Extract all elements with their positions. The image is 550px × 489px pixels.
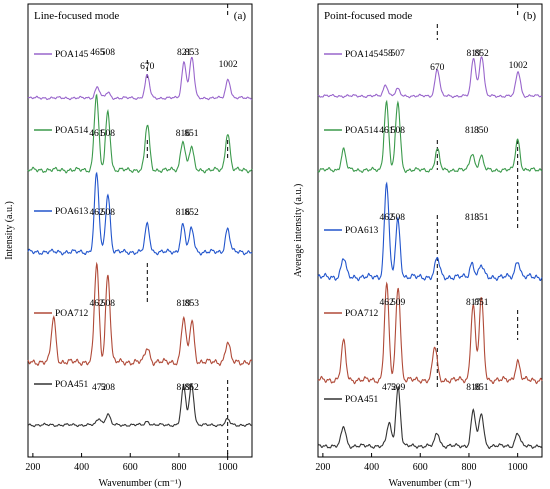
peak-label: 472 <box>92 383 107 393</box>
peak-label: 508 <box>101 129 116 139</box>
peak-label: 508 <box>101 383 116 393</box>
peak-label: 462 <box>90 208 105 218</box>
series-name: POA145 <box>345 50 379 60</box>
peak-label: 816 <box>176 208 191 218</box>
series-name: POA514 <box>345 126 379 136</box>
panel-a: 200 400 600 800 1000 Wavenumber (cm⁻¹) Intensi… <box>4 3 253 489</box>
peak-label: 850 <box>474 126 489 136</box>
x-tick-label: 600 <box>123 462 138 473</box>
plot-frame <box>27 3 253 458</box>
peak-label: 851 <box>184 129 199 139</box>
x-tick-label: 1000 <box>508 462 528 473</box>
peak-label: 472 <box>382 383 397 393</box>
x-tick-label: 200 <box>25 462 40 473</box>
peak-label: 462 <box>90 299 105 309</box>
peak-label: 670 <box>430 63 445 73</box>
series-line <box>317 181 543 282</box>
peak-label: 816 <box>176 129 191 139</box>
peak-label: 821 <box>177 48 192 58</box>
peak-label: 853 <box>185 48 200 58</box>
peak-label: 462 <box>380 298 395 308</box>
series-name: POA145 <box>55 50 89 60</box>
series-line <box>317 281 543 385</box>
peak-label: 509 <box>391 383 406 393</box>
mode-label: Point-focused mode <box>324 10 412 22</box>
peak-label: 851 <box>474 213 489 223</box>
panel-b: 200 400 600 800 1000 Wavenumber (cm⁻¹) Average… <box>293 3 543 489</box>
peak-label: 817 <box>466 298 481 308</box>
series-name: POA514 <box>55 126 89 136</box>
peak-label: 508 <box>391 213 406 223</box>
peak-label: 462 <box>380 213 395 223</box>
peak-label: 819 <box>176 299 191 309</box>
peak-label: 509 <box>391 298 406 308</box>
plot-frame <box>317 3 543 458</box>
x-tick-label: 1000 <box>218 462 238 473</box>
peak-label: 461 <box>379 126 394 136</box>
series-line <box>27 383 253 428</box>
peak-label: 852 <box>184 383 199 393</box>
peak-label: 1002 <box>219 60 238 70</box>
peak-label: 508 <box>391 126 406 136</box>
peak-label: 508 <box>101 48 116 58</box>
mode-label: Line-focused mode <box>34 10 119 22</box>
peak-label: 819 <box>466 49 481 59</box>
x-tick-label: 200 <box>315 462 330 473</box>
peak-label: 852 <box>184 208 199 218</box>
x-axis-label: Wavenumber (cm⁻¹) <box>389 478 472 489</box>
series-name: POA613 <box>55 207 89 217</box>
peak-label: 670 <box>140 62 155 72</box>
series-name: POA613 <box>345 226 379 236</box>
peak-label: 465 <box>90 48 105 58</box>
x-tick-label: 400 <box>74 462 89 473</box>
series-name: POA712 <box>345 309 379 319</box>
x-tick-label: 600 <box>413 462 428 473</box>
series-name: POA712 <box>55 309 89 319</box>
series-line <box>317 99 543 174</box>
series-line <box>317 56 543 99</box>
series-line <box>27 171 253 256</box>
peak-label: 852 <box>474 49 489 59</box>
y-axis-label: Average intensity (a.u.) <box>293 184 304 278</box>
peak-label: 458 <box>379 49 394 59</box>
peak-label: 851 <box>474 383 489 393</box>
peak-label: 851 <box>474 298 489 308</box>
peak-label: 853 <box>185 299 200 309</box>
series-line <box>27 261 253 367</box>
peak-label: 508 <box>101 208 116 218</box>
peak-label: 813 <box>465 213 480 223</box>
panel-label: (b) <box>523 10 536 22</box>
peak-label: 818 <box>466 383 481 393</box>
series-line <box>27 93 253 174</box>
peak-label: 1002 <box>509 61 528 71</box>
peak-label: 461 <box>89 129 104 139</box>
peak-label: 507 <box>390 49 405 59</box>
y-axis-label: Intensity (a.u.) <box>4 201 15 260</box>
peak-label: 819 <box>176 383 191 393</box>
series-line <box>27 56 253 101</box>
x-tick-label: 400 <box>364 462 379 473</box>
panel-label: (a) <box>234 10 247 22</box>
peak-label: 508 <box>101 299 116 309</box>
x-tick-label: 800 <box>461 462 476 473</box>
x-axis-label: Wavenumber (cm⁻¹) <box>99 478 182 489</box>
x-tick-label: 800 <box>171 462 186 473</box>
series-name: POA451 <box>55 380 89 390</box>
series-name: POA451 <box>345 395 379 405</box>
peak-label: 813 <box>465 126 480 136</box>
series-line <box>317 385 543 450</box>
